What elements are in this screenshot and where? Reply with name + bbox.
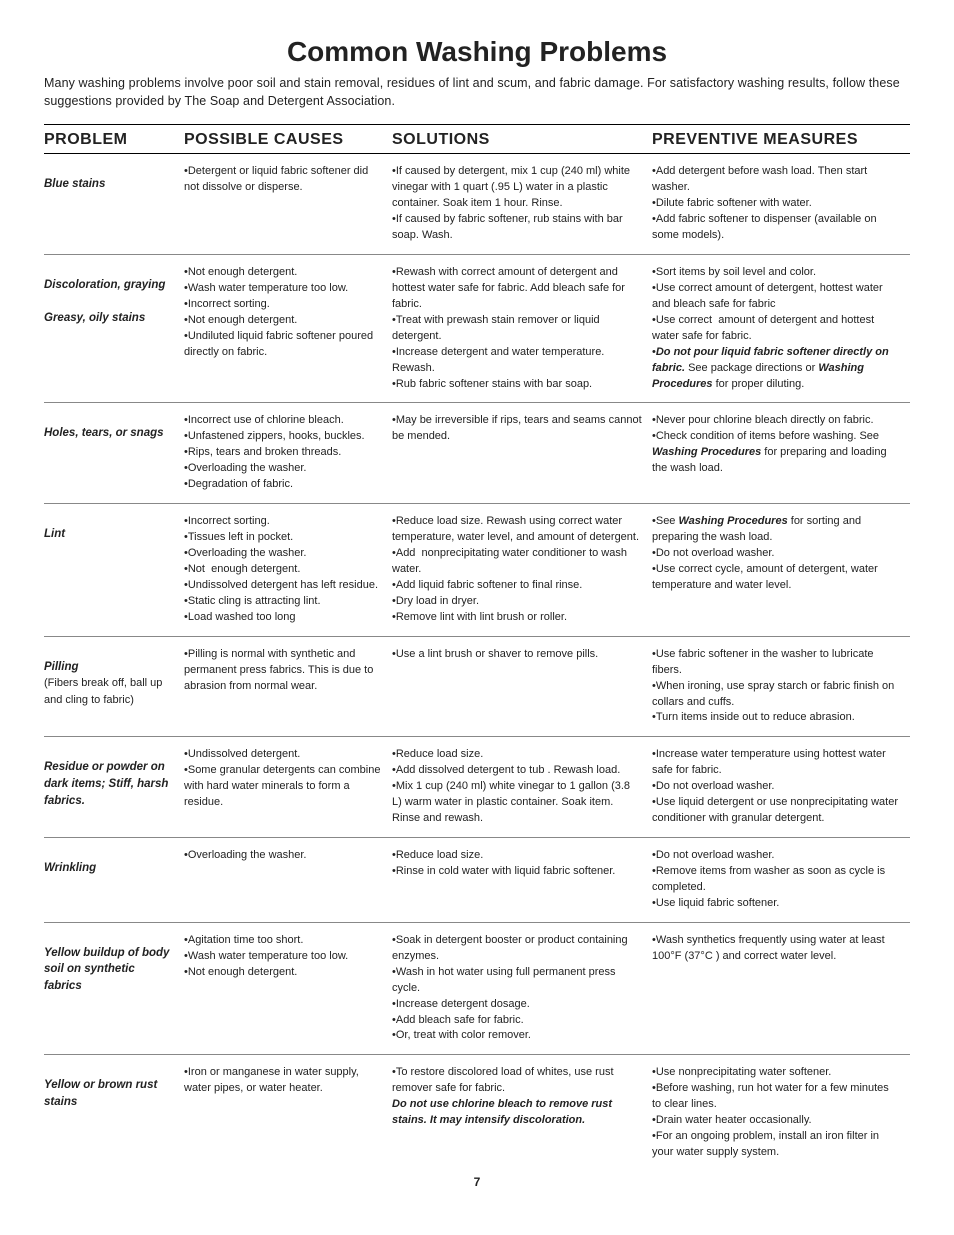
cell-causes: •Detergent or liquid fabric softener did… <box>184 154 392 255</box>
cell-solutions: •May be irreversible if rips, tears and … <box>392 403 652 504</box>
problems-table: PROBLEM POSSIBLE CAUSES SOLUTIONS PREVEN… <box>44 124 910 1171</box>
cell-solutions: •If caused by detergent, mix 1 cup (240 … <box>392 154 652 255</box>
cell-problem: Blue stains <box>44 154 184 255</box>
cell-preventive: •See Washing Procedures for sorting and … <box>652 504 910 637</box>
cell-causes: •Incorrect sorting. •Tissues left in poc… <box>184 504 392 637</box>
cell-solutions: •Reduce load size. Rewash using correct … <box>392 504 652 637</box>
page-number: 7 <box>44 1175 910 1189</box>
table-body: Blue stains•Detergent or liquid fabric s… <box>44 154 910 1171</box>
col-header-solutions: SOLUTIONS <box>392 125 652 154</box>
cell-solutions: •To restore discolored load of whites, u… <box>392 1055 652 1171</box>
cell-causes: •Undissolved detergent. •Some granular d… <box>184 737 392 838</box>
cell-causes: •Incorrect use of chlorine bleach. •Unfa… <box>184 403 392 504</box>
cell-problem: Lint <box>44 504 184 637</box>
table-row: Yellow buildup of body soil on synthetic… <box>44 922 910 1055</box>
cell-solutions: •Soak in detergent booster or product co… <box>392 922 652 1055</box>
cell-problem: Wrinkling <box>44 838 184 923</box>
cell-solutions: •Reduce load size. •Add dissolved deterg… <box>392 737 652 838</box>
cell-problem: Residue or powder on dark items; Stiff, … <box>44 737 184 838</box>
cell-solutions: •Use a lint brush or shaver to remove pi… <box>392 636 652 737</box>
cell-preventive: •Wash synthetics frequently using water … <box>652 922 910 1055</box>
table-row: Wrinkling•Overloading the washer.•Reduce… <box>44 838 910 923</box>
col-header-causes: POSSIBLE CAUSES <box>184 125 392 154</box>
cell-problem: Yellow buildup of body soil on synthetic… <box>44 922 184 1055</box>
table-row: Holes, tears, or snags•Incorrect use of … <box>44 403 910 504</box>
table-row: Pilling(Fibers break off, ball up and cl… <box>44 636 910 737</box>
cell-problem: Pilling(Fibers break off, ball up and cl… <box>44 636 184 737</box>
cell-causes: •Overloading the washer. <box>184 838 392 923</box>
table-row: Lint•Incorrect sorting. •Tissues left in… <box>44 504 910 637</box>
cell-causes: •Not enough detergent. •Wash water tempe… <box>184 254 392 403</box>
cell-problem: Yellow or brown rust stains <box>44 1055 184 1171</box>
cell-preventive: •Sort items by soil level and color.•Use… <box>652 254 910 403</box>
cell-solutions: •Reduce load size. •Rinse in cold water … <box>392 838 652 923</box>
col-header-preventive: PREVENTIVE MEASURES <box>652 125 910 154</box>
cell-preventive: •Use fabric softener in the washer to lu… <box>652 636 910 737</box>
intro-paragraph: Many washing problems involve poor soil … <box>44 74 910 110</box>
cell-causes: •Iron or manganese in water supply, wate… <box>184 1055 392 1171</box>
cell-preventive: •Increase water temperature using hottes… <box>652 737 910 838</box>
table-row: Residue or powder on dark items; Stiff, … <box>44 737 910 838</box>
table-row: Yellow or brown rust stains•Iron or mang… <box>44 1055 910 1171</box>
cell-solutions: •Rewash with correct amount of detergent… <box>392 254 652 403</box>
cell-preventive: •Add detergent before wash load. Then st… <box>652 154 910 255</box>
page-title: Common Washing Problems <box>44 36 910 68</box>
table-row: Blue stains•Detergent or liquid fabric s… <box>44 154 910 255</box>
cell-problem: Holes, tears, or snags <box>44 403 184 504</box>
cell-problem: Discoloration, grayingGreasy, oily stain… <box>44 254 184 403</box>
page: Common Washing Problems Many washing pro… <box>0 0 954 1209</box>
table-row: Discoloration, grayingGreasy, oily stain… <box>44 254 910 403</box>
cell-causes: •Agitation time too short. •Wash water t… <box>184 922 392 1055</box>
cell-preventive: •Never pour chlorine bleach directly on … <box>652 403 910 504</box>
cell-preventive: •Do not overload washer. •Remove items f… <box>652 838 910 923</box>
cell-preventive: •Use nonprecipitating water softener. •B… <box>652 1055 910 1171</box>
cell-causes: •Pilling is normal with synthetic and pe… <box>184 636 392 737</box>
col-header-problem: PROBLEM <box>44 125 184 154</box>
